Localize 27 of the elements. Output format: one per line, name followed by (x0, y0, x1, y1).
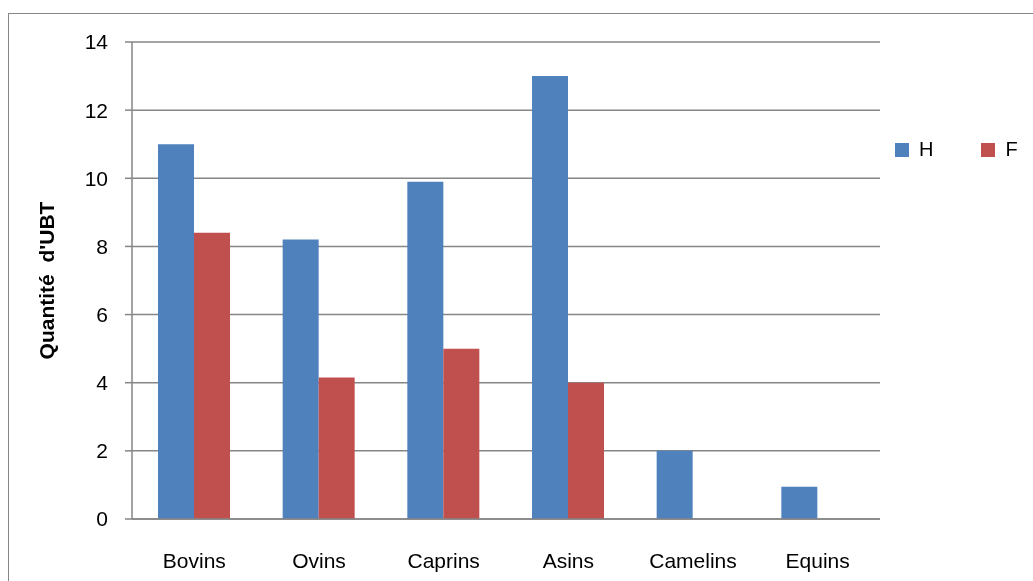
bar (532, 76, 568, 519)
bar (158, 144, 194, 519)
y-tick-label: 8 (96, 234, 108, 258)
y-tick-label: 2 (96, 439, 108, 463)
x-tick-label: Camelins (649, 548, 737, 572)
x-tick-label: Ovins (292, 548, 346, 572)
x-tick-label: Caprins (407, 548, 480, 572)
y-tick-label: 0 (96, 507, 108, 531)
bar (781, 486, 818, 519)
y-tick-label: 10 (84, 166, 108, 190)
bar (407, 181, 444, 519)
bar (568, 382, 604, 519)
legend-label: F (1005, 138, 1018, 161)
bar (194, 232, 230, 519)
x-tick-label: Equins (785, 548, 850, 572)
y-tick-label: 6 (96, 303, 108, 327)
x-tick-label: Asins (542, 548, 595, 572)
bar (318, 377, 355, 519)
y-tick-label: 12 (84, 98, 108, 122)
legend-label: H (919, 138, 934, 161)
bar (443, 348, 480, 519)
y-tick-label: 4 (96, 371, 109, 395)
y-tick-label: 14 (84, 30, 109, 54)
x-tick-label: Bovins (162, 548, 226, 572)
bar (656, 450, 693, 519)
bar (282, 239, 319, 519)
y-axis-title: Quantité d'UBT (34, 201, 58, 360)
